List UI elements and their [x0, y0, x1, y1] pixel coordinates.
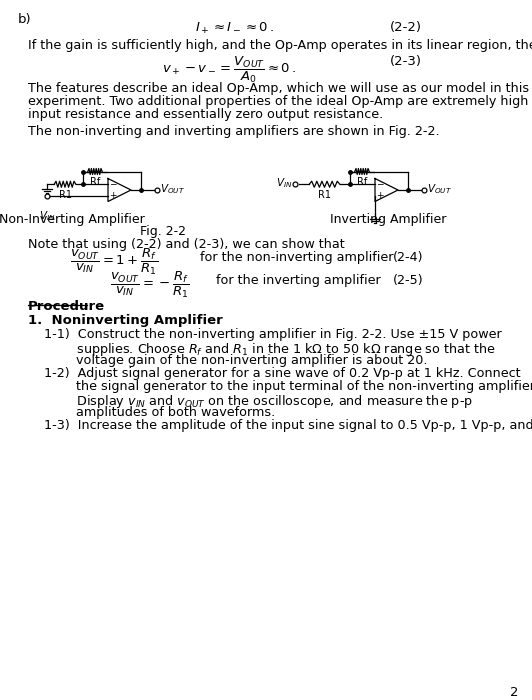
Text: (2-3): (2-3)	[390, 55, 422, 68]
Text: voltage gain of the non-inverting amplifier is about 20.: voltage gain of the non-inverting amplif…	[44, 354, 428, 367]
Text: $V_{IN}$: $V_{IN}$	[276, 176, 292, 190]
Text: 2: 2	[510, 686, 519, 699]
Text: $v_+-v_-=\dfrac{V_{OUT}}{A_0}\approx 0\,.$: $v_+-v_-=\dfrac{V_{OUT}}{A_0}\approx 0\,…	[162, 55, 296, 85]
Text: 1-2)  Adjust signal generator for a sine wave of 0.2 Vp-p at 1 kHz. Connect: 1-2) Adjust signal generator for a sine …	[44, 367, 521, 380]
Text: Rf: Rf	[90, 177, 100, 187]
Text: $V_{IN}$: $V_{IN}$	[39, 209, 55, 223]
Text: R1: R1	[318, 190, 331, 200]
Text: −: −	[376, 179, 384, 188]
Text: Note that using (2-2) and (2-3), we can show that: Note that using (2-2) and (2-3), we can …	[28, 238, 345, 251]
Text: If the gain is sufficiently high, and the Op-Amp operates in its linear region, : If the gain is sufficiently high, and th…	[28, 39, 532, 52]
Text: input resistance and essentially zero output resistance.: input resistance and essentially zero ou…	[28, 108, 383, 121]
Text: +: +	[109, 190, 117, 199]
Text: Non-Inverting Amplifier: Non-Inverting Amplifier	[0, 214, 145, 227]
Text: +: +	[376, 190, 384, 199]
Text: −: −	[109, 179, 117, 188]
Text: Inverting Amplifier: Inverting Amplifier	[330, 214, 446, 227]
Text: $\dfrac{v_{OUT}}{v_{IN}}=1+\dfrac{R_f}{R_1}$: $\dfrac{v_{OUT}}{v_{IN}}=1+\dfrac{R_f}{R…	[70, 247, 158, 277]
Text: $V_{OUT}$: $V_{OUT}$	[160, 182, 185, 196]
Text: 1-3)  Increase the amplitude of the input sine signal to 0.5 Vp-p, 1 Vp-p, and: 1-3) Increase the amplitude of the input…	[44, 419, 532, 432]
Text: amplitudes of both waveforms.: amplitudes of both waveforms.	[44, 406, 275, 419]
Text: the signal generator to the input terminal of the non-inverting amplifier.: the signal generator to the input termin…	[44, 380, 532, 393]
Text: $\dfrac{v_{OUT}}{v_{IN}}=-\dfrac{R_f}{R_1}$: $\dfrac{v_{OUT}}{v_{IN}}=-\dfrac{R_f}{R_…	[110, 270, 189, 300]
Text: (2-2): (2-2)	[390, 21, 422, 34]
Text: The non-inverting and inverting amplifiers are shown in Fig. 2-2.: The non-inverting and inverting amplifie…	[28, 125, 439, 138]
Text: Procedure: Procedure	[28, 300, 105, 313]
Text: The features describe an ideal Op-Amp, which we will use as our model in this: The features describe an ideal Op-Amp, w…	[28, 82, 529, 95]
Text: $V_{OUT}$: $V_{OUT}$	[427, 182, 452, 196]
Text: b): b)	[18, 13, 31, 26]
Text: (2-5): (2-5)	[393, 274, 423, 287]
Text: Rf: Rf	[357, 177, 367, 187]
Text: 1-1)  Construct the non-inverting amplifier in Fig. 2-2. Use ±15 V power: 1-1) Construct the non-inverting amplifi…	[44, 328, 502, 341]
Text: $I_+\approx I_-\approx 0\,.$: $I_+\approx I_-\approx 0\,.$	[195, 21, 274, 36]
Text: 1.  Noninverting Amplifier: 1. Noninverting Amplifier	[28, 314, 223, 327]
Text: for the non-inverting amplifier: for the non-inverting amplifier	[196, 251, 394, 264]
Text: supplies. Choose $R_f$ and $R_1$ in the 1 kΩ to 50 kΩ range so that the: supplies. Choose $R_f$ and $R_1$ in the …	[44, 341, 496, 358]
Text: for the inverting amplifier: for the inverting amplifier	[212, 274, 381, 287]
Text: Display $v_{IN}$ and $v_{OUT}$ on the oscilloscope, and measure the p-p: Display $v_{IN}$ and $v_{OUT}$ on the os…	[44, 393, 473, 410]
Text: experiment. Two additional properties of the ideal Op-Amp are extremely high: experiment. Two additional properties of…	[28, 95, 528, 108]
Text: Fig. 2-2: Fig. 2-2	[140, 225, 186, 239]
Text: R1: R1	[59, 190, 71, 200]
Text: (2-4): (2-4)	[393, 251, 423, 264]
